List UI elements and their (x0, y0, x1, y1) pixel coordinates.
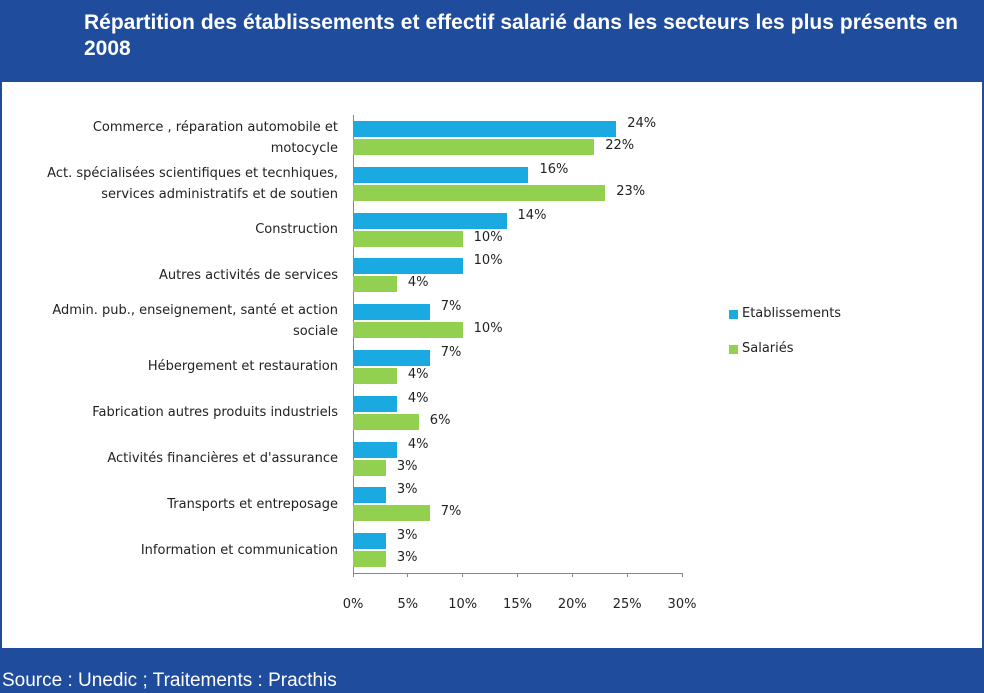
x-tick (571, 573, 573, 577)
x-tick-label: 20% (557, 597, 587, 612)
footer: Source : Unedic ; Traitements : Practhis (2, 648, 982, 693)
x-tick-label: 5% (397, 597, 419, 612)
bar (353, 138, 595, 155)
category-label: Act. spécialisées scientifiques et tecnh… (47, 165, 338, 202)
bar (353, 276, 397, 293)
bar (353, 551, 386, 568)
category-label: Autres activités de services (158, 267, 338, 283)
x-tick (681, 573, 683, 577)
bar (353, 441, 397, 458)
x-tick-label: 15% (503, 597, 532, 612)
bar (353, 487, 386, 504)
data-label: 3% (396, 482, 418, 498)
category-label: Transports et entreposage (167, 496, 338, 512)
data-label: 4% (407, 436, 429, 452)
legend-label: Etablissements (742, 306, 842, 321)
data-label: 7% (440, 504, 462, 520)
bar (353, 459, 386, 476)
data-label: 3% (396, 458, 418, 474)
bar (353, 349, 430, 366)
bar (353, 304, 430, 321)
category-label: Admin. pub., enseignement, santé et acti… (52, 303, 338, 340)
bar (353, 395, 397, 412)
y-axis (353, 115, 354, 573)
bar (353, 322, 463, 339)
data-label: 23% (616, 183, 646, 199)
source: Source : Unedic ; Traitements : Practhis (2, 670, 337, 691)
data-label: 10% (473, 321, 503, 337)
data-label: 22% (605, 137, 635, 153)
category-label: Hébergement et restauration (147, 359, 338, 375)
chart: 0% 5% 10% 15% 20% 25% 30% Commerce , réparation… (2, 0, 982, 648)
bar (353, 166, 529, 183)
x-tick-label: 10% (448, 597, 478, 612)
data-label: 6% (429, 412, 451, 428)
bar (353, 212, 507, 229)
bar (353, 120, 617, 137)
data-label: 4% (407, 275, 429, 291)
bar (353, 533, 386, 550)
data-label: 10% (473, 229, 503, 245)
chart-title: Répartition des établissements et effect… (84, 11, 958, 60)
x-tick (352, 573, 354, 577)
x-tick-label: 0% (342, 597, 364, 612)
data-label: 7% (440, 299, 462, 315)
bar (353, 230, 463, 247)
data-label: 4% (407, 366, 429, 382)
x-tick-label: 25% (612, 597, 642, 612)
legend-swatch (729, 310, 738, 319)
legend-swatch (729, 345, 738, 354)
x-tick (626, 573, 628, 577)
x-tick (407, 573, 409, 577)
bar (353, 505, 430, 522)
data-label: 3% (396, 550, 418, 566)
category-label: Activités financières et d'assurance (107, 451, 338, 466)
data-label: 10% (473, 253, 503, 269)
category-label: Construction (255, 222, 338, 237)
bar (353, 413, 419, 430)
category-label: Information et communication (140, 542, 338, 558)
data-label: 16% (539, 161, 569, 177)
x-tick (517, 573, 518, 577)
data-label: 14% (517, 207, 547, 223)
bar (353, 258, 463, 275)
bar (353, 367, 397, 384)
data-label: 3% (396, 528, 418, 544)
data-label: 24% (627, 115, 657, 131)
data-label: 4% (407, 390, 429, 406)
category-label: Commerce , réparation automobile et moto… (92, 119, 338, 156)
category-label: Fabrication autres produits industriels (92, 405, 338, 421)
x-tick (462, 573, 464, 577)
data-label: 7% (440, 344, 462, 360)
bar (353, 184, 606, 201)
legend-label: Salariés (742, 341, 794, 356)
header: Répartition des établissements et effect… (2, 0, 982, 82)
x-tick-label: 30% (667, 597, 697, 612)
